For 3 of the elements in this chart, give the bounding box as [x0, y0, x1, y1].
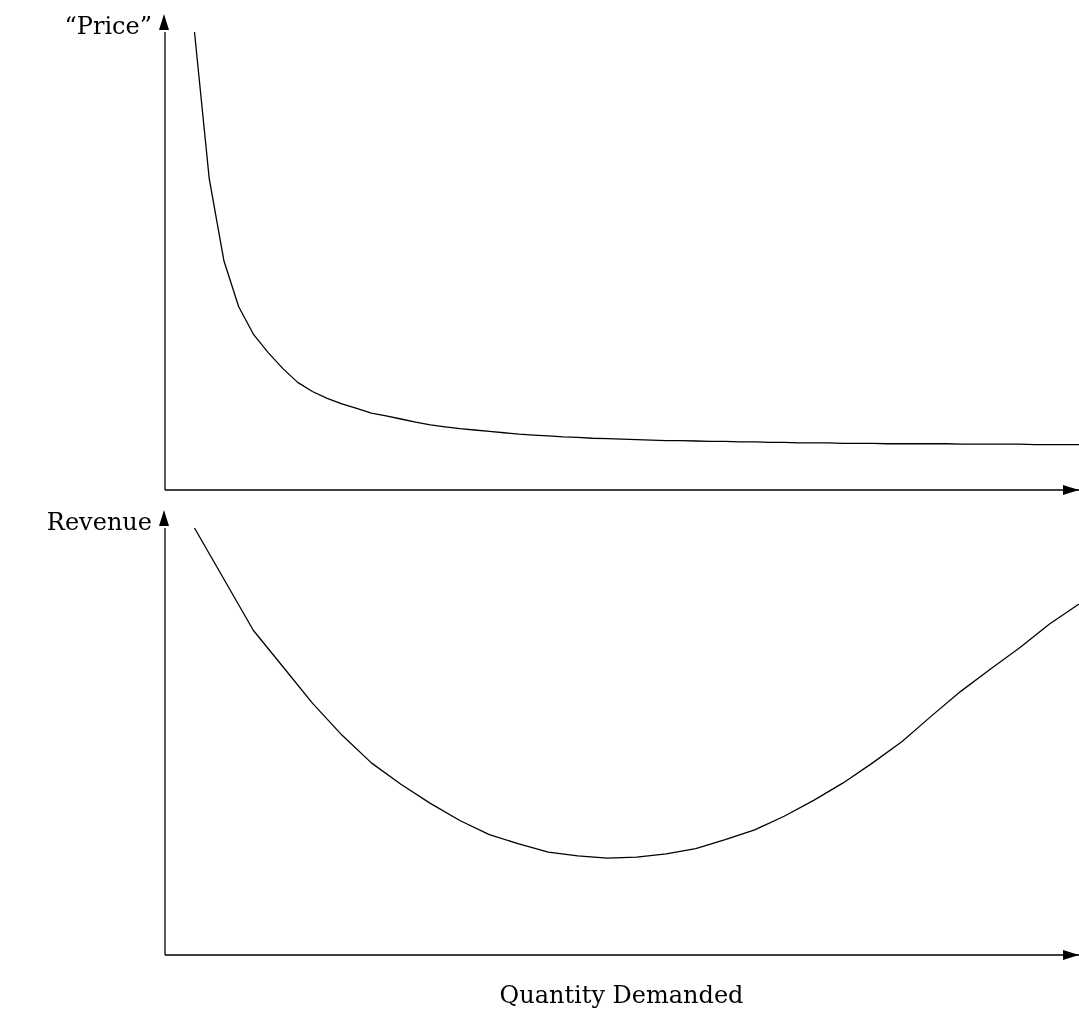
y-axis-title: Revenue	[45, 508, 152, 536]
y-axis-title: “Price”	[63, 12, 152, 40]
x-axis-title: Quantity Demanded	[498, 981, 745, 1009]
